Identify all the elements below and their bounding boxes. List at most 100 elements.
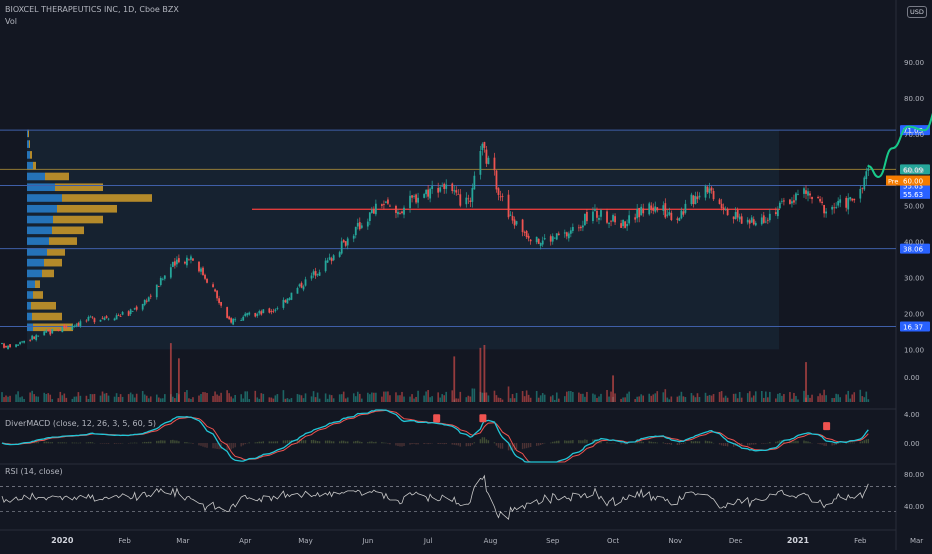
candle-body xyxy=(47,330,49,331)
candle-body xyxy=(642,208,644,213)
volume-bar xyxy=(86,396,88,402)
macd-histogram-bar xyxy=(486,439,487,443)
volume-bar xyxy=(315,397,317,402)
volume-bar xyxy=(819,393,821,402)
candle-body xyxy=(859,189,861,199)
candle-body xyxy=(367,222,369,227)
candle-body xyxy=(15,344,17,346)
volume-bar xyxy=(861,396,863,402)
candle-body xyxy=(582,225,584,227)
macd-histogram-bar xyxy=(257,442,258,443)
candle-body xyxy=(315,271,317,276)
macd-histogram-bar xyxy=(411,443,412,444)
macd-histogram-bar xyxy=(669,443,670,444)
currency-button[interactable]: USD xyxy=(907,6,927,18)
macd-histogram-bar xyxy=(727,443,728,446)
candle-body xyxy=(49,329,51,334)
macd-histogram-bar xyxy=(214,443,215,449)
volume-bar xyxy=(29,392,31,402)
macd-histogram-bar xyxy=(817,443,818,444)
volume-bar xyxy=(747,393,749,402)
volume-profile-up-bar xyxy=(27,248,47,256)
macd-divergence-marker xyxy=(823,422,830,430)
volume-bar xyxy=(795,396,797,402)
volume-bar xyxy=(833,398,835,402)
macd-histogram-bar xyxy=(46,442,47,444)
candle-body xyxy=(594,209,596,211)
volume-bar xyxy=(403,397,405,402)
volume-bar xyxy=(423,396,425,402)
candle-body xyxy=(662,205,664,211)
candle-body xyxy=(136,307,138,310)
candle-body xyxy=(258,311,260,313)
volume-bar xyxy=(128,394,130,402)
macd-histogram-bar xyxy=(403,443,404,446)
candle-body xyxy=(767,220,769,221)
candle-body xyxy=(650,206,652,210)
volume-bar xyxy=(622,397,624,402)
volume-bar xyxy=(459,392,461,402)
macd-histogram-bar xyxy=(470,443,471,446)
macd-histogram-bar xyxy=(172,440,173,443)
candle-body xyxy=(502,196,504,197)
macd-histogram-bar xyxy=(48,442,49,444)
macd-histogram-bar xyxy=(848,443,849,444)
candle-body xyxy=(214,289,216,291)
candle-body xyxy=(184,262,186,264)
macd-histogram-bar xyxy=(622,443,623,444)
macd-histogram-bar xyxy=(74,443,75,444)
macd-histogram-bar xyxy=(846,443,847,444)
macd-histogram-bar xyxy=(401,443,402,447)
volume-bar xyxy=(669,399,671,402)
volume-bar xyxy=(240,394,242,402)
candle-body xyxy=(413,196,415,197)
volume-bar xyxy=(102,392,104,402)
volume-bar xyxy=(578,393,580,402)
volume-bar xyxy=(301,395,303,402)
volume-bar xyxy=(230,397,232,402)
candle-body xyxy=(395,206,397,213)
candle-body xyxy=(299,284,301,286)
macd-histogram-bar xyxy=(259,442,260,444)
volume-bar xyxy=(570,391,572,402)
macd-histogram-bar xyxy=(329,441,330,444)
volume-legend-label: Vol xyxy=(5,17,17,26)
volume-bar xyxy=(713,394,715,402)
volume-bar xyxy=(554,400,556,402)
volume-bar xyxy=(17,391,19,402)
candle-body xyxy=(31,336,33,340)
candle-body xyxy=(638,208,640,217)
candle-body xyxy=(809,193,811,195)
volume-bar xyxy=(624,397,626,402)
volume-bar xyxy=(271,398,273,402)
volume-bar xyxy=(723,398,725,402)
macd-histogram-bar xyxy=(446,443,447,444)
macd-histogram-bar xyxy=(395,443,396,445)
candle-body xyxy=(853,199,855,200)
candle-body xyxy=(831,207,833,210)
candle-body xyxy=(707,187,709,193)
volume-bar xyxy=(216,394,218,402)
volume-bar xyxy=(289,399,291,402)
candle-body xyxy=(522,220,524,232)
candle-body xyxy=(697,197,699,200)
candle-body xyxy=(106,316,108,318)
candle-body xyxy=(170,267,172,277)
candle-body xyxy=(807,191,809,195)
volume-bar xyxy=(538,398,540,402)
macd-histogram-bar xyxy=(427,443,428,444)
macd-histogram-bar xyxy=(385,443,386,444)
volume-bar xyxy=(160,398,162,402)
candle-body xyxy=(381,204,383,206)
volume-bar xyxy=(118,397,120,402)
candle-body xyxy=(172,262,174,267)
macd-histogram-bar xyxy=(72,443,73,444)
candle-body xyxy=(409,196,411,208)
candle-body xyxy=(648,203,650,214)
candle-body xyxy=(727,209,729,215)
macd-histogram-bar xyxy=(86,443,87,444)
candle-body xyxy=(256,314,258,316)
macd-histogram-bar xyxy=(369,442,370,444)
candle-body xyxy=(37,336,39,337)
